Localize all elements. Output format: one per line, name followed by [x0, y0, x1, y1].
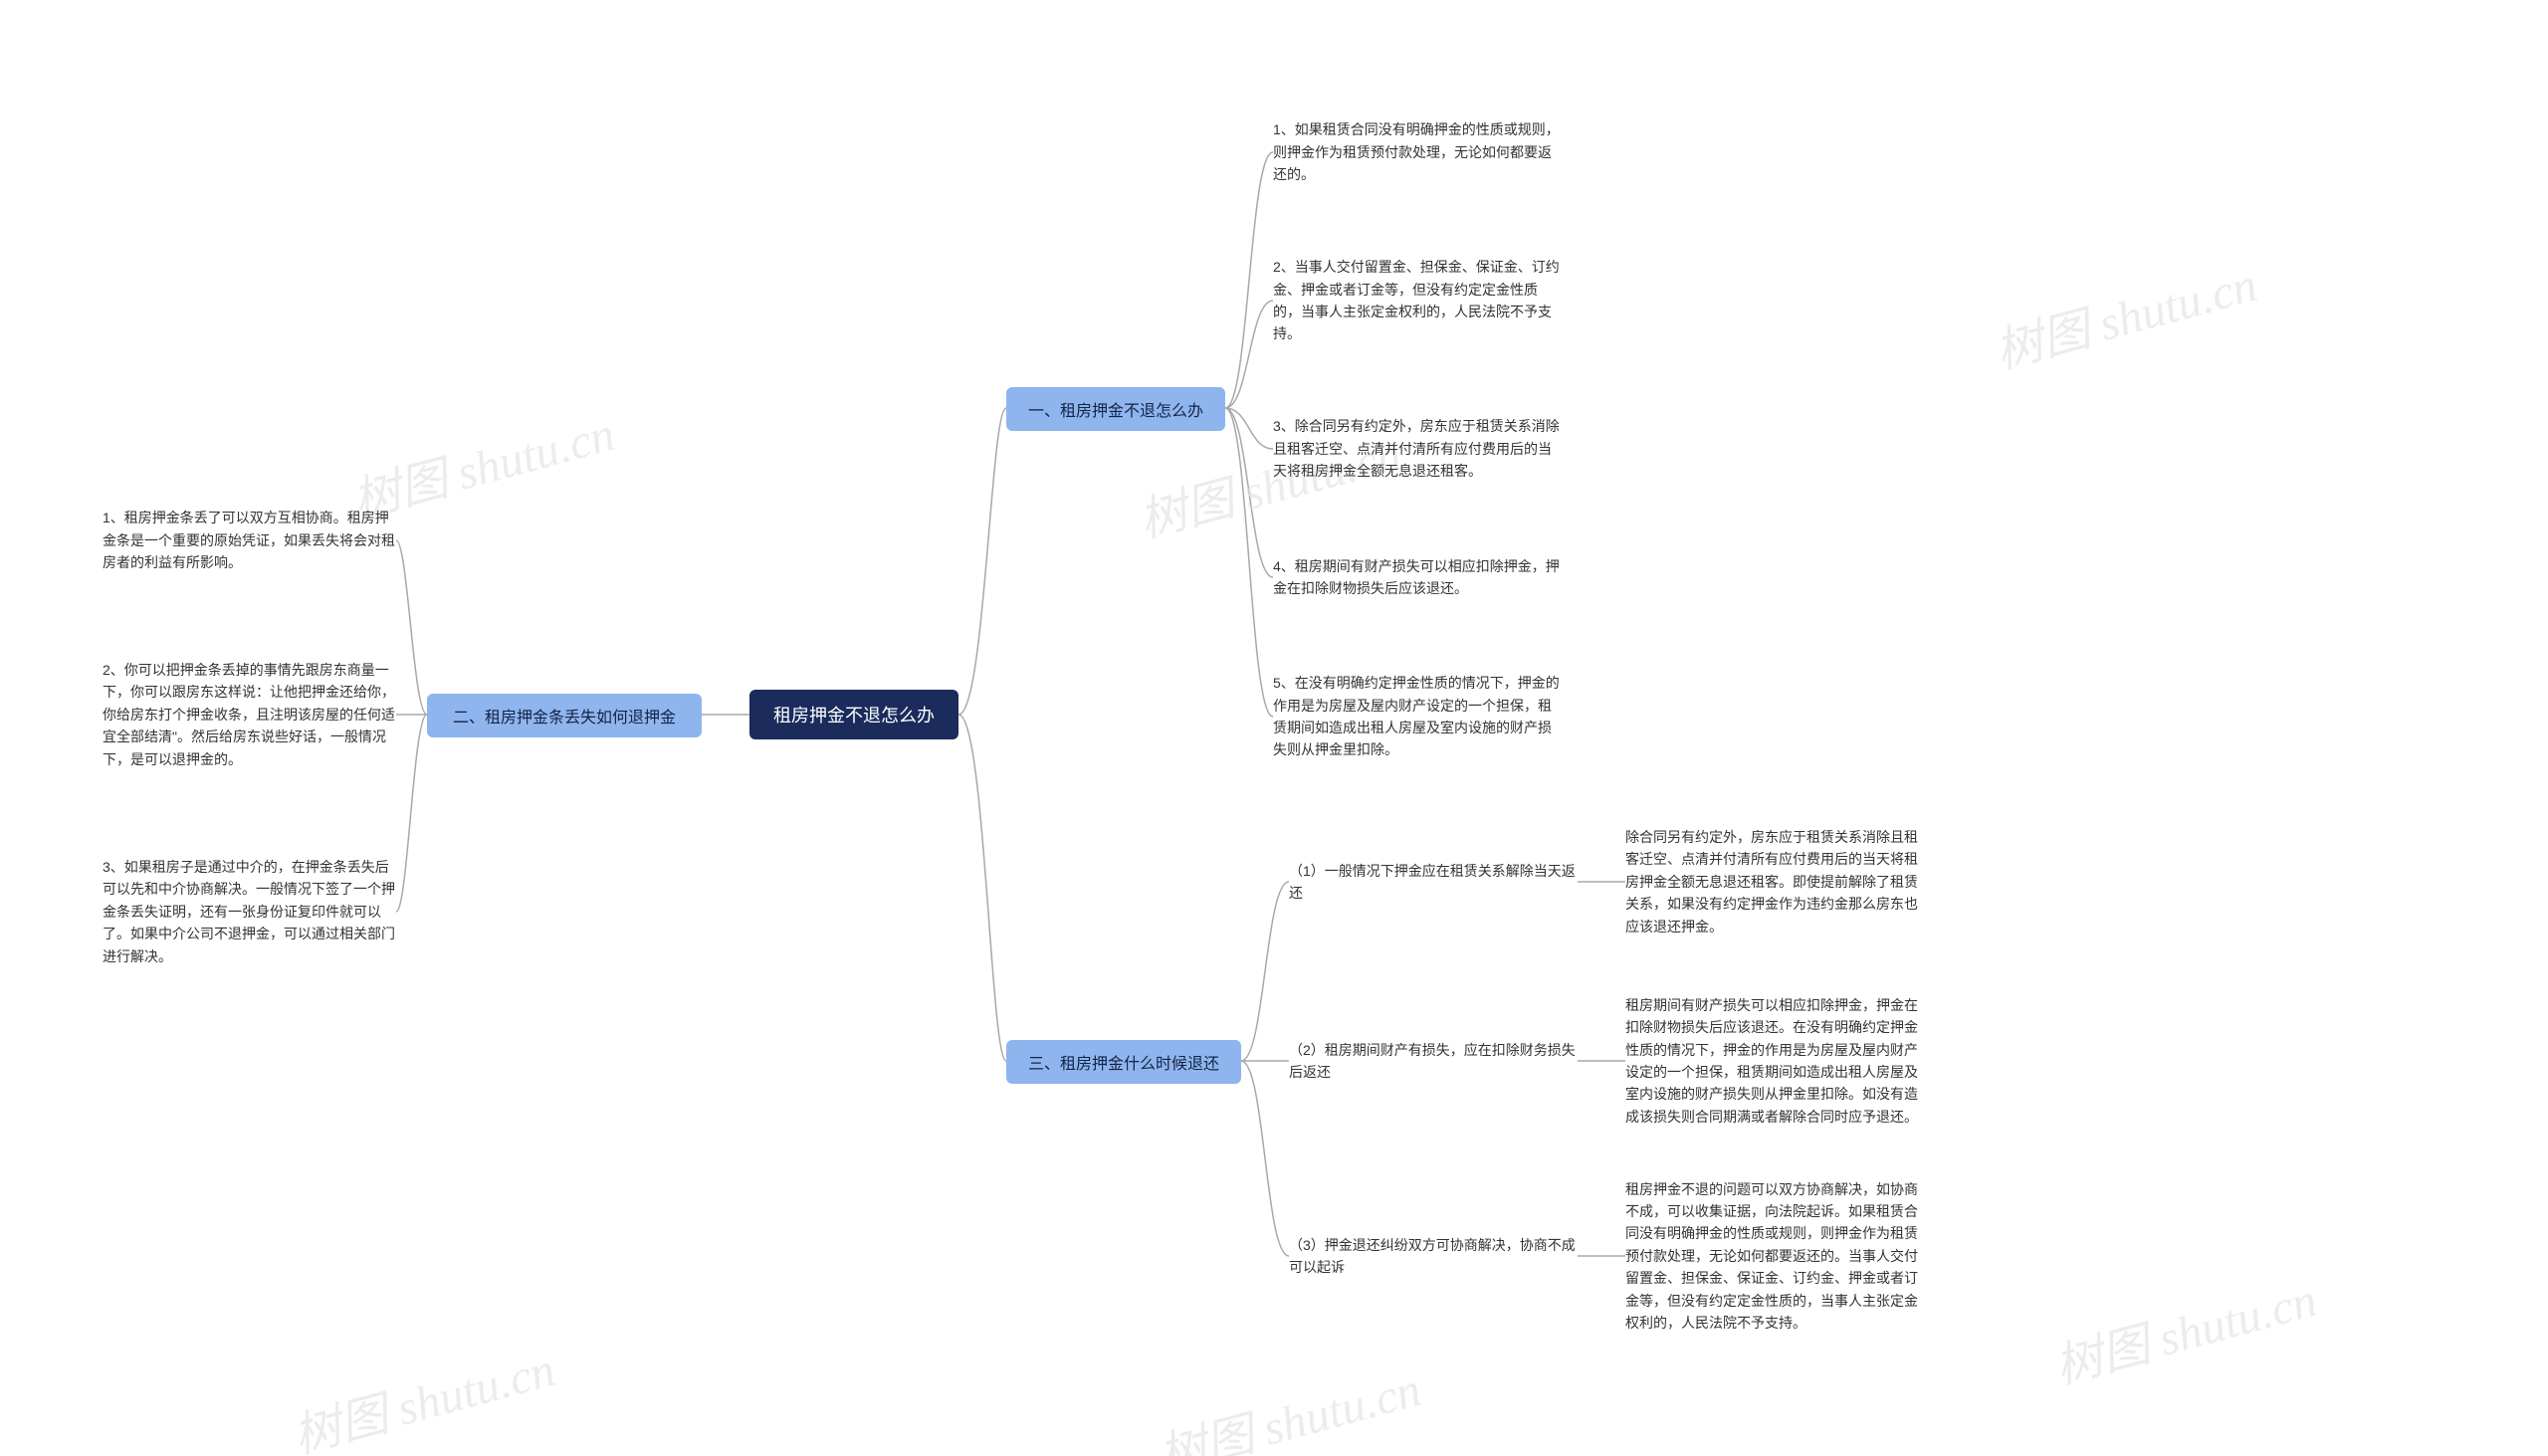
leaf-r3-1: 除合同另有约定外，房东应于租赁关系消除且租客迁空、点清并付清所有应付费用后的当天… [1625, 819, 1924, 944]
branch-left[interactable]: 二、租房押金条丢失如何退押金 [427, 694, 702, 737]
sub-r3-2: （2）租房期间财产有损失，应在扣除财务损失后返还 [1289, 1036, 1578, 1086]
leaf-r1-2: 2、当事人交付留置金、担保金、保证金、订约金、押金或者订金等，但没有约定定金性质… [1273, 256, 1562, 345]
watermark: 树图 shutu.cn [285, 1330, 561, 1456]
leaf-r3-3: 租房押金不退的问题可以双方协商解决，如协商不成，可以收集证据，向法院起诉。如果租… [1625, 1165, 1924, 1347]
leaf-r1-5: 5、在没有明确约定押金性质的情况下，押金的作用是为房屋及屋内财产设定的一个担保，… [1273, 672, 1562, 761]
leaf-left-1: 1、租房押金条丢了可以双方互相协商。租房押金条是一个重要的原始凭证，如果丢失将会… [103, 505, 396, 576]
watermark: 树图 shutu.cn [1151, 1350, 1427, 1456]
leaf-r1-3: 3、除合同另有约定外，房东应于租赁关系消除且租客迁空、点清并付清所有应付费用后的… [1273, 415, 1562, 483]
root-node[interactable]: 租房押金不退怎么办 [749, 690, 958, 739]
leaf-r1-4: 4、租房期间有财产损失可以相应扣除押金，押金在扣除财物损失后应该退还。 [1273, 552, 1562, 602]
watermark: 树图 shutu.cn [2046, 1260, 2323, 1396]
branch-right-1[interactable]: 一、租房押金不退怎么办 [1006, 387, 1225, 431]
leaf-left-3: 3、如果租房子是通过中介的，在押金条丢失后可以先和中介协商解决。一般情况下签了一… [103, 853, 396, 970]
sub-r3-3: （3）押金退还纠纷双方可协商解决，协商不成可以起诉 [1289, 1231, 1578, 1281]
sub-r3-1: （1）一般情况下押金应在租赁关系解除当天返还 [1289, 857, 1578, 907]
mindmap-canvas: 树图 shutu.cn 树图 shutu.cn 树图 shutu.cn 树图 s… [0, 0, 2548, 1456]
leaf-r3-2: 租房期间有财产损失可以相应扣除押金，押金在扣除财物损失后应该退还。在没有明确约定… [1625, 970, 1924, 1151]
leaf-r1-1: 1、如果租赁合同没有明确押金的性质或规则，则押金作为租赁预付款处理，无论如何都要… [1273, 118, 1562, 186]
leaf-left-2: 2、你可以把押金条丢掉的事情先跟房东商量一下，你可以跟房东这样说：让他把押金还给… [103, 656, 396, 773]
watermark: 树图 shutu.cn [1987, 245, 2263, 381]
branch-right-3[interactable]: 三、租房押金什么时候退还 [1006, 1040, 1241, 1084]
